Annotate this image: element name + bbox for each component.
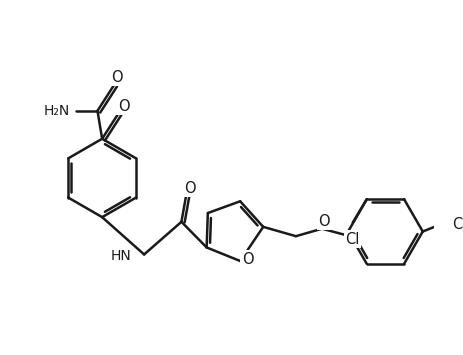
Text: O: O bbox=[241, 252, 253, 267]
Text: HN: HN bbox=[110, 249, 131, 263]
Text: O: O bbox=[111, 70, 123, 85]
Text: Cl: Cl bbox=[345, 232, 359, 247]
Text: O: O bbox=[118, 99, 129, 114]
Text: H₂N: H₂N bbox=[43, 104, 69, 118]
Text: Cl: Cl bbox=[451, 217, 463, 231]
Text: O: O bbox=[184, 181, 195, 196]
Text: O: O bbox=[317, 214, 329, 229]
